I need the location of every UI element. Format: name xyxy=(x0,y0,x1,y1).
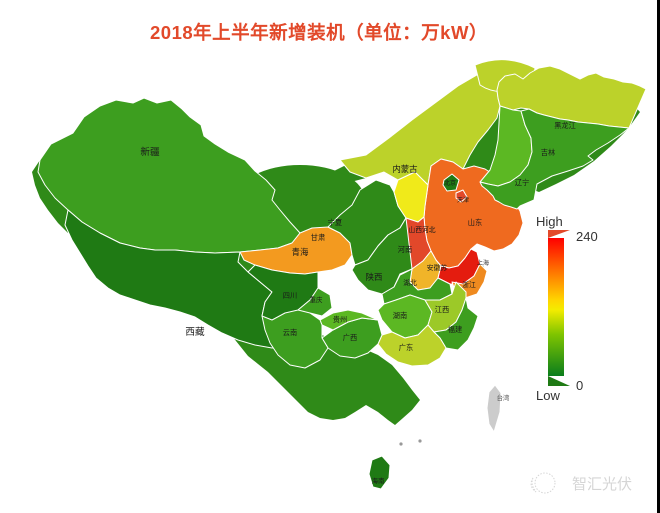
svg-text:河南: 河南 xyxy=(398,245,412,254)
svg-text:广西: 广西 xyxy=(343,333,357,342)
svg-text:山西河北: 山西河北 xyxy=(408,225,435,234)
svg-text:240: 240 xyxy=(576,229,598,244)
svg-text:黑龙江: 黑龙江 xyxy=(554,121,576,130)
svg-text:福建: 福建 xyxy=(448,325,462,334)
svg-text:广东: 广东 xyxy=(399,343,413,352)
svg-text:山东: 山东 xyxy=(468,218,482,227)
svg-text:辽宁: 辽宁 xyxy=(515,178,529,187)
svg-text:陕西: 陕西 xyxy=(366,272,383,282)
svg-text:新疆: 新疆 xyxy=(140,146,160,158)
svg-text:吉林: 吉林 xyxy=(541,148,555,157)
svg-text:安徽苏: 安徽苏 xyxy=(427,263,448,272)
svg-text:四川: 四川 xyxy=(283,291,297,300)
svg-text:内蒙古: 内蒙古 xyxy=(392,164,417,174)
svg-text:台湾: 台湾 xyxy=(497,393,510,402)
svg-text:海南: 海南 xyxy=(372,476,385,485)
svg-text:云南: 云南 xyxy=(283,328,297,337)
svg-text:宁夏: 宁夏 xyxy=(328,218,342,227)
svg-text:青海: 青海 xyxy=(292,247,309,257)
svg-text:湖北: 湖北 xyxy=(403,278,417,287)
svg-text:浙江: 浙江 xyxy=(462,280,476,289)
svg-text:智汇光伏: 智汇光伏 xyxy=(572,475,632,493)
svg-text:西藏: 西藏 xyxy=(185,326,205,338)
svg-text:北京: 北京 xyxy=(444,179,456,187)
svg-text:重庆: 重庆 xyxy=(310,295,323,304)
svg-text:天津: 天津 xyxy=(457,197,469,204)
svg-text:甘肃: 甘肃 xyxy=(311,233,325,242)
svg-text:湖南: 湖南 xyxy=(393,311,407,320)
svg-text:上海: 上海 xyxy=(477,259,489,267)
svg-text:0: 0 xyxy=(576,378,583,393)
svg-text:Low: Low xyxy=(536,388,560,403)
svg-text:High: High xyxy=(536,214,563,229)
svg-text:江西: 江西 xyxy=(435,305,449,314)
svg-text:贵州: 贵州 xyxy=(333,315,347,324)
